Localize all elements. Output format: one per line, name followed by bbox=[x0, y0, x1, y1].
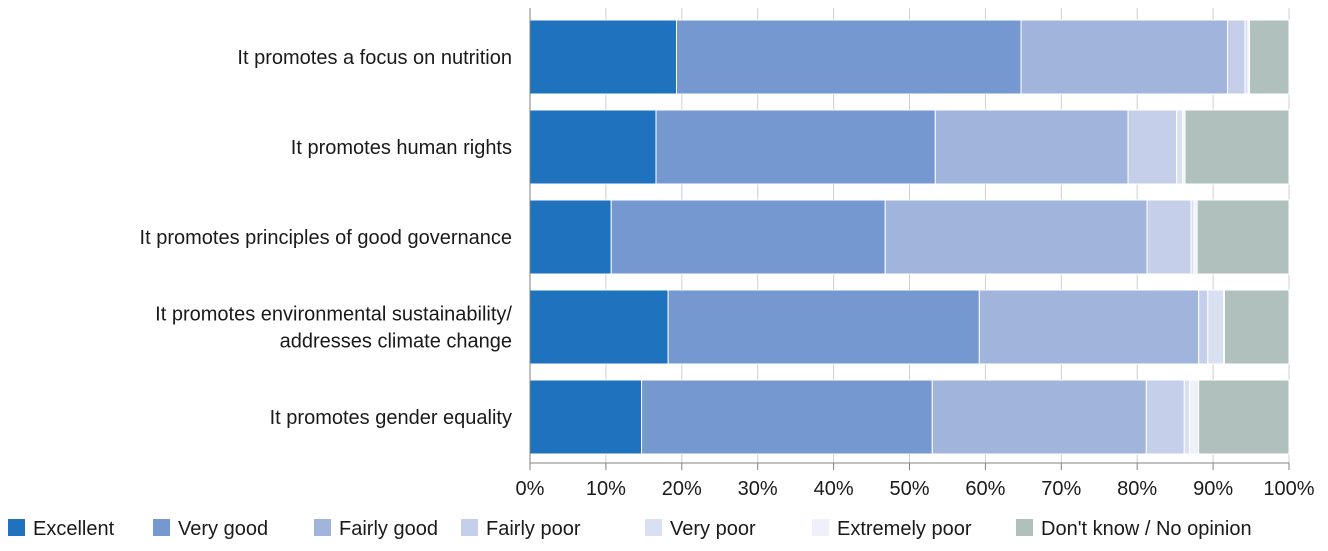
x-axis: 0% 10% 20% 30% 40% 50% 60% 70% 80% 90% 100% bbox=[516, 8, 1315, 500]
category-label: It promotes environmental sustainability… bbox=[155, 304, 512, 326]
bar-segment bbox=[1145, 379, 1185, 455]
bar-segment bbox=[641, 379, 933, 455]
x-tick-label: 10% bbox=[586, 478, 626, 500]
x-tick-label: 0% bbox=[516, 478, 545, 500]
category-label: It promotes human rights bbox=[291, 137, 512, 159]
legend-swatch bbox=[812, 519, 829, 536]
legend-label: Fairly poor bbox=[486, 518, 581, 540]
legend-swatch bbox=[314, 519, 331, 536]
legend-swatch bbox=[1016, 519, 1033, 536]
legend-swatch bbox=[461, 519, 478, 536]
bar-segment bbox=[1227, 19, 1246, 95]
x-tick-label: 40% bbox=[814, 478, 854, 500]
bar-segment bbox=[1198, 379, 1290, 455]
bar-segment bbox=[667, 289, 980, 365]
legend-label: Extremely poor bbox=[837, 518, 972, 540]
bar-segment bbox=[1176, 109, 1184, 185]
x-tick-label: 100% bbox=[1263, 478, 1314, 500]
bar-segment bbox=[529, 379, 643, 455]
bar-segment bbox=[931, 379, 1147, 455]
category-label: It promotes principles of good governanc… bbox=[140, 227, 512, 249]
category-label: addresses climate change bbox=[280, 331, 512, 353]
bar-segment bbox=[1020, 19, 1229, 95]
x-tick-label: 80% bbox=[1117, 478, 1157, 500]
x-tick-label: 20% bbox=[662, 478, 702, 500]
bar-segment bbox=[1207, 289, 1225, 365]
bar-segment bbox=[1196, 199, 1290, 275]
x-tick-label: 60% bbox=[965, 478, 1005, 500]
legend-label: Don't know / No opinion bbox=[1041, 518, 1252, 540]
legend: Excellent Very good Fairly good Fairly poor… bbox=[8, 518, 1252, 540]
bar-segment bbox=[884, 199, 1148, 275]
bar-segment bbox=[610, 199, 886, 275]
bar-segment bbox=[1183, 379, 1191, 455]
x-tick-label: 30% bbox=[738, 478, 778, 500]
bar-segment bbox=[529, 199, 612, 275]
legend-label: Excellent bbox=[33, 518, 115, 540]
category-label: It promotes gender equality bbox=[270, 407, 512, 429]
bar-segment bbox=[529, 289, 669, 365]
bars bbox=[529, 19, 1290, 455]
bar-segment bbox=[1189, 379, 1200, 455]
bar-segment bbox=[529, 109, 657, 185]
bar-segment bbox=[978, 289, 1200, 365]
category-label: It promotes a focus on nutrition bbox=[237, 47, 512, 69]
bar-segment bbox=[1146, 199, 1192, 275]
category-labels: It promotes a focus on nutrition It promo… bbox=[140, 47, 513, 429]
bar-segment bbox=[1184, 109, 1290, 185]
legend-label: Very poor bbox=[670, 518, 756, 540]
x-tick-label: 70% bbox=[1041, 478, 1081, 500]
bar-segment bbox=[1127, 109, 1178, 185]
bar-segment bbox=[934, 109, 1129, 185]
x-tick-label: 50% bbox=[889, 478, 929, 500]
legend-swatch bbox=[645, 519, 662, 536]
bar-segment bbox=[529, 19, 677, 95]
x-tick-label: 90% bbox=[1193, 478, 1233, 500]
legend-swatch bbox=[153, 519, 170, 536]
bar-segment bbox=[1223, 289, 1290, 365]
bar-segment bbox=[655, 109, 936, 185]
bar-segment bbox=[675, 19, 1022, 95]
legend-label: Very good bbox=[178, 518, 268, 540]
bar-segment bbox=[1198, 289, 1209, 365]
bar-segment bbox=[1249, 19, 1290, 95]
legend-swatch bbox=[8, 519, 25, 536]
legend-label: Fairly good bbox=[339, 518, 438, 540]
